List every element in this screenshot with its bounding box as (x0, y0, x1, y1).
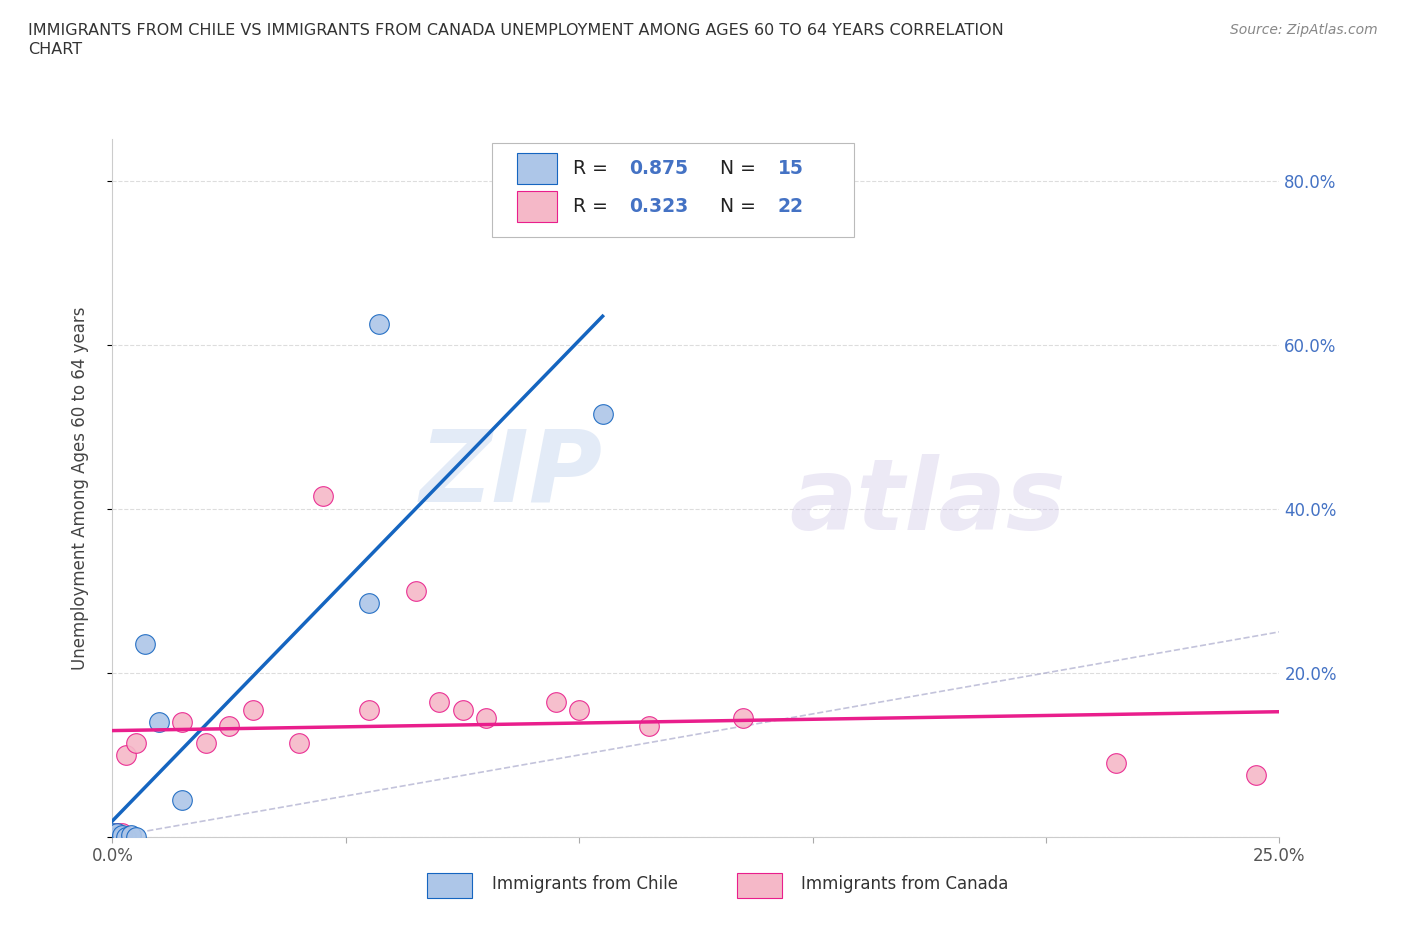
Text: Source: ZipAtlas.com: Source: ZipAtlas.com (1230, 23, 1378, 37)
Point (101, 830, 124, 844)
Point (451, 702, 474, 717)
Point (172, 714, 194, 729)
Point (115, 748, 138, 763)
Text: N =: N = (707, 159, 762, 179)
Point (359, 596, 381, 611)
Point (125, 736, 148, 751)
Point (359, 702, 381, 717)
Point (134, 637, 156, 652)
Point (427, 694, 450, 709)
Point (311, 489, 333, 504)
Point (1244, 768, 1267, 783)
Text: R =: R = (574, 197, 614, 216)
Point (105, 826, 128, 841)
Point (194, 736, 217, 751)
Point (111, 828, 134, 843)
Text: 0.875: 0.875 (630, 159, 689, 179)
Point (105, 826, 128, 841)
Point (367, 317, 389, 332)
Point (544, 694, 567, 709)
Point (101, 830, 124, 844)
Point (101, 826, 124, 841)
Point (242, 702, 264, 717)
Point (120, 828, 142, 843)
Point (218, 719, 240, 734)
Point (148, 714, 170, 729)
Point (568, 702, 591, 717)
Text: CHART: CHART (28, 42, 82, 57)
Point (172, 792, 194, 807)
Text: R =: R = (574, 159, 614, 179)
Point (111, 826, 134, 841)
FancyBboxPatch shape (517, 153, 557, 184)
Point (731, 711, 754, 725)
Text: 0.323: 0.323 (630, 197, 689, 216)
Point (405, 583, 427, 598)
Point (638, 719, 661, 734)
Text: ZIP: ZIP (419, 426, 603, 523)
Point (115, 830, 138, 844)
FancyBboxPatch shape (517, 192, 557, 222)
Point (475, 711, 498, 725)
Text: 15: 15 (778, 159, 804, 179)
Text: IMMIGRANTS FROM CHILE VS IMMIGRANTS FROM CANADA UNEMPLOYMENT AMONG AGES 60 TO 64: IMMIGRANTS FROM CHILE VS IMMIGRANTS FROM… (28, 23, 1004, 38)
Text: Immigrants from Canada: Immigrants from Canada (801, 874, 1008, 893)
Point (592, 407, 614, 422)
Point (288, 736, 311, 751)
Point (105, 830, 128, 844)
Point (125, 830, 148, 844)
Text: Immigrants from Chile: Immigrants from Chile (492, 874, 678, 893)
Point (1105, 756, 1128, 771)
Text: N =: N = (707, 197, 762, 216)
Point (111, 830, 134, 844)
Text: atlas: atlas (789, 454, 1066, 551)
Text: 22: 22 (778, 197, 804, 216)
FancyBboxPatch shape (492, 143, 853, 237)
Y-axis label: Unemployment Among Ages 60 to 64 years: Unemployment Among Ages 60 to 64 years (70, 307, 89, 670)
